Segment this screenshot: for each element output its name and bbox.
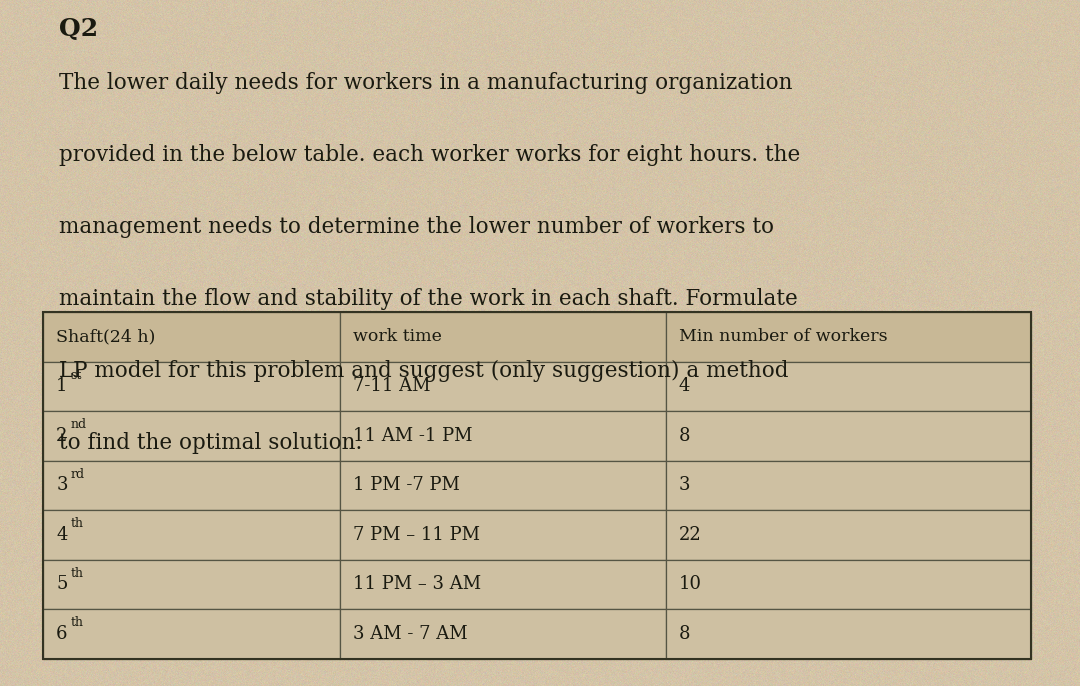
Bar xyxy=(43,560,339,609)
Text: Min number of workers: Min number of workers xyxy=(678,329,888,345)
Text: provided in the below table. each worker works for eight hours. the: provided in the below table. each worker… xyxy=(59,144,800,166)
Text: 4: 4 xyxy=(56,526,68,544)
Text: 11 AM -1 PM: 11 AM -1 PM xyxy=(352,427,472,445)
Bar xyxy=(339,609,665,659)
Text: rd: rd xyxy=(70,468,84,481)
Text: The lower daily needs for workers in a manufacturing organization: The lower daily needs for workers in a m… xyxy=(59,72,793,94)
Bar xyxy=(339,411,665,460)
Text: 3 AM - 7 AM: 3 AM - 7 AM xyxy=(352,625,468,643)
Text: Shaft(24 h): Shaft(24 h) xyxy=(56,329,156,345)
Bar xyxy=(665,312,1031,362)
Text: th: th xyxy=(70,517,83,530)
Text: 3: 3 xyxy=(56,476,68,495)
Bar xyxy=(43,411,339,460)
Bar xyxy=(339,510,665,560)
Bar xyxy=(339,560,665,609)
Text: to find the optimal solution.: to find the optimal solution. xyxy=(59,432,363,454)
Bar xyxy=(339,362,665,411)
Bar xyxy=(665,460,1031,510)
Bar xyxy=(665,411,1031,460)
Bar xyxy=(339,460,665,510)
Text: nd: nd xyxy=(70,418,86,431)
Text: Q2: Q2 xyxy=(59,17,98,41)
Bar xyxy=(665,510,1031,560)
Bar xyxy=(43,510,339,560)
Text: 22: 22 xyxy=(678,526,702,544)
Text: 10: 10 xyxy=(678,576,702,593)
Text: 4: 4 xyxy=(678,377,690,395)
Bar xyxy=(339,312,665,362)
Bar xyxy=(43,460,339,510)
Text: 1: 1 xyxy=(56,377,68,395)
Text: work time: work time xyxy=(352,329,442,345)
Text: management needs to determine the lower number of workers to: management needs to determine the lower … xyxy=(59,216,774,238)
Text: st: st xyxy=(70,369,82,382)
Text: th: th xyxy=(70,567,83,580)
Text: 1 PM -7 PM: 1 PM -7 PM xyxy=(352,476,459,495)
Bar xyxy=(43,312,1031,659)
Text: 5: 5 xyxy=(56,576,68,593)
Bar xyxy=(43,362,339,411)
Text: 8: 8 xyxy=(678,427,690,445)
Text: LP model for this problem and suggest (only suggestion) a method: LP model for this problem and suggest (o… xyxy=(59,360,788,382)
Text: 8: 8 xyxy=(678,625,690,643)
Bar xyxy=(665,560,1031,609)
Text: 7 PM – 11 PM: 7 PM – 11 PM xyxy=(352,526,480,544)
Text: 3: 3 xyxy=(678,476,690,495)
Bar xyxy=(665,362,1031,411)
Text: 6: 6 xyxy=(56,625,68,643)
Bar xyxy=(43,312,339,362)
Text: 2: 2 xyxy=(56,427,68,445)
Bar xyxy=(43,609,339,659)
Text: th: th xyxy=(70,617,83,630)
Text: 11 PM – 3 AM: 11 PM – 3 AM xyxy=(352,576,481,593)
Text: maintain the flow and stability of the work in each shaft. Formulate: maintain the flow and stability of the w… xyxy=(59,288,798,310)
Text: 7-11 AM: 7-11 AM xyxy=(352,377,430,395)
Bar xyxy=(665,609,1031,659)
